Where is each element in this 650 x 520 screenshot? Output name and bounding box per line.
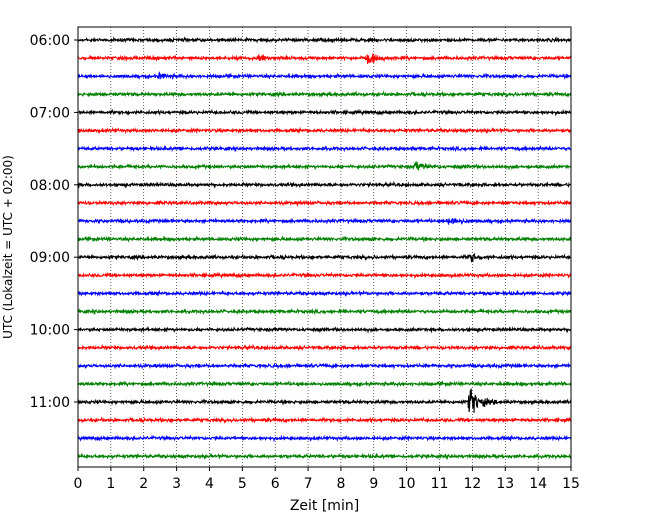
x-tick-label: 5 (238, 476, 247, 492)
y-tick-label: 09:00 (30, 250, 70, 266)
trace-line (77, 434, 572, 443)
x-tick-label: 10 (398, 476, 416, 492)
x-tick-label: 8 (336, 476, 345, 492)
trace-line (77, 126, 572, 135)
trace-line (77, 271, 572, 280)
trace-line (77, 388, 572, 413)
y-tick-label: 07:00 (30, 105, 70, 121)
y-tick-label: 11:00 (30, 395, 70, 411)
trace-line (77, 199, 572, 208)
trace-line (77, 180, 572, 189)
x-tick-label: 0 (74, 476, 83, 492)
trace-line (77, 90, 572, 99)
trace-line (77, 161, 572, 171)
x-axis-ticks: 0 1 2 3 4 5 6 7 8 9 10 11 12 13 14 15 (74, 467, 580, 492)
trace-line (77, 416, 572, 424)
x-tick-label: 6 (271, 476, 280, 492)
trace-line (77, 452, 572, 461)
seismic-traces (77, 36, 572, 461)
grid-lines (110, 27, 539, 467)
trace-line (77, 307, 572, 316)
x-tick-label: 7 (304, 476, 313, 492)
trace-line (77, 362, 572, 370)
x-tick-label: 13 (496, 476, 514, 492)
x-tick-label: 9 (369, 476, 378, 492)
y-tick-label: 06:00 (30, 33, 70, 49)
x-axis-label: Zeit [min] (290, 498, 359, 514)
trace-line (77, 252, 572, 263)
trace-line (77, 108, 572, 117)
y-tick-label: 10:00 (30, 323, 70, 339)
y-axis-label: UTC (Lokalzeit = UTC + 02:00) (1, 155, 15, 339)
trace-line (77, 325, 572, 334)
trace-line (77, 380, 572, 388)
trace-line (77, 235, 572, 243)
y-tick-label: 08:00 (30, 178, 70, 194)
x-tick-label: 12 (463, 476, 481, 492)
x-tick-label: 14 (529, 476, 547, 492)
trace-line (77, 71, 572, 81)
trace-line (77, 343, 572, 352)
trace-line (77, 217, 572, 225)
x-tick-label: 15 (562, 476, 580, 492)
x-tick-label: 2 (139, 476, 148, 492)
plot-frame (77, 26, 572, 468)
trace-line (77, 53, 572, 65)
x-tick-label: 4 (205, 476, 214, 492)
trace-line (77, 289, 572, 297)
trace-line (77, 144, 572, 153)
x-tick-label: 11 (431, 476, 449, 492)
x-tick-label: 1 (106, 476, 115, 492)
trace-line (77, 36, 572, 44)
y-axis-ticks: 06:00 07:00 08:00 09:00 10:00 11:00 (30, 33, 78, 411)
x-tick-label: 3 (172, 476, 181, 492)
